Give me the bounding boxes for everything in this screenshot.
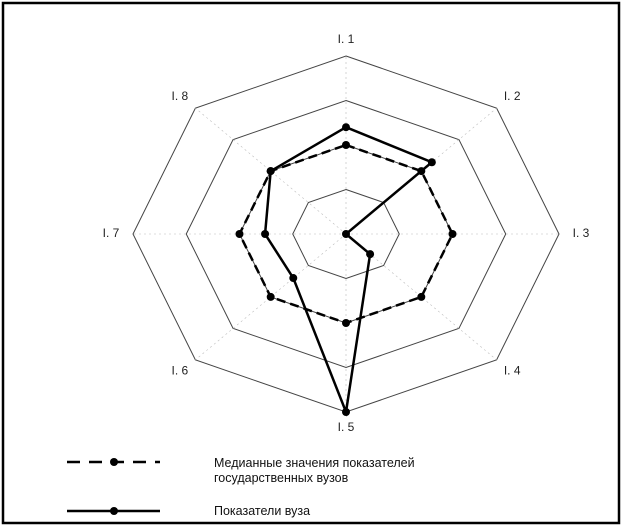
grid-ring (292, 188, 400, 280)
point (427, 158, 436, 167)
point (342, 141, 350, 149)
point (342, 230, 350, 238)
axis-label: I. 1 (338, 32, 355, 46)
point (289, 274, 298, 283)
point (261, 230, 270, 238)
grid-ring (185, 99, 507, 369)
point (266, 292, 275, 301)
legend-point (110, 507, 118, 515)
point (342, 123, 350, 132)
axis-label: I. 5 (338, 420, 355, 434)
legend-label: Медианные значения показателей государст… (214, 456, 415, 485)
axis-label: I. 7 (103, 226, 120, 240)
axis-label: I. 2 (504, 89, 521, 103)
point (342, 319, 350, 327)
point (448, 230, 457, 238)
legend-point (110, 458, 118, 466)
axis-label: I. 6 (171, 363, 188, 377)
point (342, 408, 350, 416)
axis-label: I. 8 (171, 89, 188, 103)
axis-label: I. 4 (504, 363, 521, 377)
point (417, 292, 426, 301)
point (235, 230, 244, 238)
legend-label: Показатели вуза (214, 504, 311, 518)
axis-label: I. 3 (573, 226, 590, 240)
series-line (263, 125, 435, 417)
point (266, 167, 275, 176)
point (366, 250, 375, 259)
